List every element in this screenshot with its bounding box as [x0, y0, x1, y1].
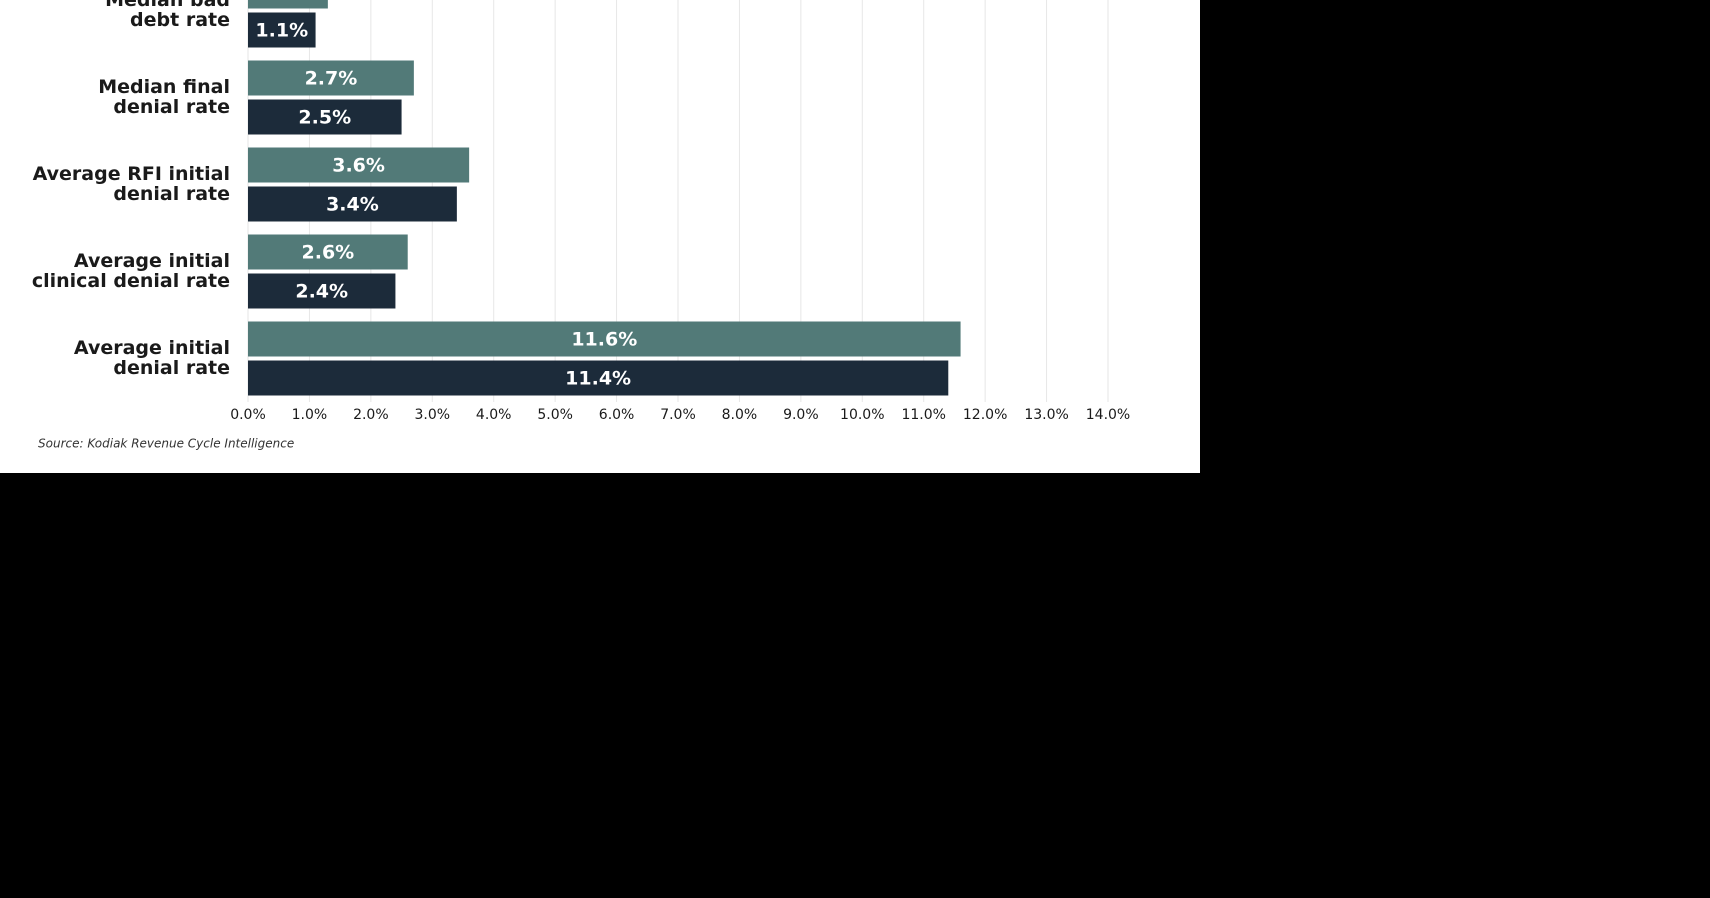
category-label: Average initial: [74, 337, 230, 359]
x-tick-label: 11.0%: [901, 407, 945, 423]
value-label: 1.1%: [255, 20, 308, 42]
x-tick-label: 4.0%: [476, 407, 512, 423]
value-label: 3.4%: [326, 194, 379, 216]
x-tick-label: 13.0%: [1024, 407, 1068, 423]
bar: [248, 360, 949, 396]
x-tick-label: 3.0%: [414, 407, 450, 423]
value-label: 2.4%: [295, 281, 348, 303]
bar: [248, 99, 402, 135]
value-label: 2.5%: [298, 107, 351, 129]
bar: [248, 12, 316, 48]
category-label: denial rate: [113, 96, 230, 118]
category-label: debt rate: [130, 9, 230, 31]
bar: [248, 186, 457, 222]
category-label: Average RFI initial: [33, 163, 230, 185]
category-label: Average initial: [74, 250, 230, 272]
x-tick-label: 10.0%: [840, 407, 884, 423]
x-tick-label: 2.0%: [353, 407, 389, 423]
category-label: clinical denial rate: [32, 270, 230, 292]
category-label: denial rate: [113, 183, 230, 205]
x-tick-label: 7.0%: [660, 407, 696, 423]
bar: [248, 60, 414, 96]
value-label: 2.7%: [305, 68, 358, 90]
category-label: Median bad: [105, 0, 230, 11]
value-label: 2.6%: [302, 242, 355, 264]
value-label: 11.6%: [571, 329, 637, 351]
bar: [248, 273, 396, 309]
value-label: 11.4%: [565, 368, 631, 390]
value-label: 3.6%: [332, 155, 385, 177]
category-label: Median final: [98, 76, 230, 98]
bar: [248, 321, 961, 357]
x-tick-label: 1.0%: [292, 407, 328, 423]
x-tick-label: 0.0%: [230, 407, 266, 423]
x-tick-label: 9.0%: [783, 407, 819, 423]
x-tick-label: 8.0%: [722, 407, 758, 423]
source-note: Source: Kodiak Revenue Cycle Intelligenc…: [38, 437, 294, 451]
x-tick-label: 6.0%: [599, 407, 635, 423]
x-tick-label: 14.0%: [1086, 407, 1130, 423]
chart-background: [0, 0, 1200, 473]
x-tick-label: 12.0%: [963, 407, 1007, 423]
category-label: denial rate: [113, 357, 230, 379]
bar: [248, 234, 408, 270]
x-tick-label: 5.0%: [537, 407, 573, 423]
bar: [248, 0, 328, 9]
value-label: 1.3%: [262, 0, 315, 3]
bar: [248, 147, 470, 183]
